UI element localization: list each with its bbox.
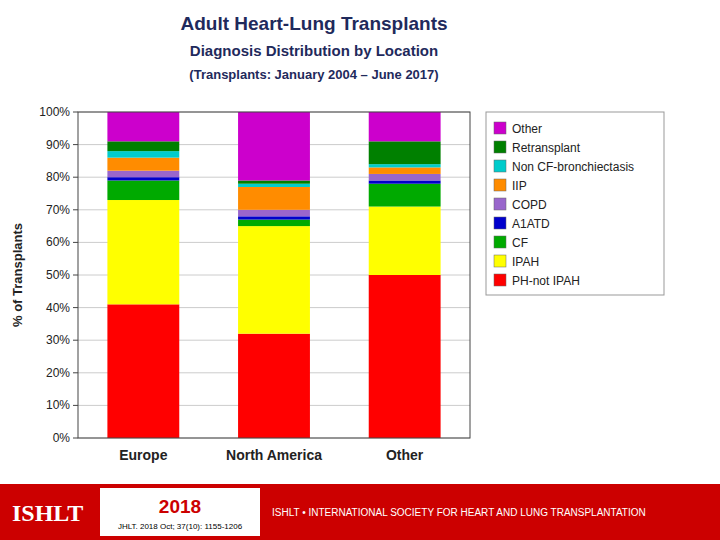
legend-label: PH-not IPAH bbox=[512, 274, 580, 288]
bar-segment bbox=[369, 167, 441, 174]
bar-segment bbox=[238, 210, 310, 217]
x-tick-label: North America bbox=[226, 447, 322, 463]
bar-segment bbox=[369, 207, 441, 275]
bar-segment bbox=[369, 180, 441, 183]
bar-segment bbox=[238, 187, 310, 210]
bar-segment bbox=[107, 171, 179, 178]
legend-frame bbox=[486, 112, 664, 295]
subtitle: (Transplants: January 2004 – June 2017) bbox=[189, 67, 438, 82]
y-tick bbox=[73, 340, 78, 341]
footer-band bbox=[0, 484, 720, 540]
bar-segment bbox=[107, 158, 179, 171]
legend-label: IIP bbox=[512, 179, 527, 193]
title: Adult Heart-Lung Transplants bbox=[180, 13, 447, 34]
bar-segment bbox=[369, 112, 441, 141]
annotation: ISHLT • INTERNATIONAL SOCIETY FOR HEART … bbox=[272, 507, 646, 518]
y-tick-label: 80% bbox=[46, 170, 70, 184]
bar-segment bbox=[369, 184, 441, 207]
legend-label: Retransplant bbox=[512, 141, 581, 155]
legend-label: Other bbox=[512, 122, 542, 136]
y-tick bbox=[73, 177, 78, 178]
bar-segment bbox=[238, 112, 310, 180]
bar-segment bbox=[107, 304, 179, 438]
legend-label: CF bbox=[512, 236, 528, 250]
y-tick-label: 0% bbox=[53, 431, 71, 445]
legend-swatch bbox=[494, 160, 506, 172]
bar-segment bbox=[107, 112, 179, 141]
y-tick-label: 20% bbox=[46, 366, 70, 380]
bar-segment bbox=[238, 334, 310, 438]
y-tick-label: 10% bbox=[46, 398, 70, 412]
footer: ISHLT 2018 JHLT. 2018 Oct; 37(10): 1155-12… bbox=[0, 484, 720, 540]
legend-swatch bbox=[494, 217, 506, 229]
legend-swatch bbox=[494, 198, 506, 210]
legend-swatch bbox=[494, 141, 506, 153]
annotation: JHLT. 2018 Oct; 37(10): 1155-1206 bbox=[118, 522, 243, 531]
bar-segment bbox=[107, 200, 179, 304]
y-tick bbox=[73, 438, 78, 439]
y-tick-label: 50% bbox=[46, 268, 70, 282]
legend-label: COPD bbox=[512, 198, 547, 212]
bars bbox=[107, 112, 440, 438]
y-tick-label: 40% bbox=[46, 301, 70, 315]
bar-segment bbox=[238, 220, 310, 227]
y-tick bbox=[73, 209, 78, 210]
bar-segment bbox=[107, 177, 179, 180]
footer-box bbox=[100, 488, 260, 536]
bar-segment bbox=[238, 226, 310, 334]
bar-segment bbox=[107, 151, 179, 158]
y-tick-label: 30% bbox=[46, 333, 70, 347]
bar-segment bbox=[238, 180, 310, 183]
y-tick-label: 70% bbox=[46, 203, 70, 217]
y-axis-label: % of Transplants bbox=[10, 223, 25, 327]
bar-segment bbox=[107, 141, 179, 151]
bar-segment bbox=[369, 275, 441, 438]
legend-label: IPAH bbox=[512, 255, 539, 269]
y-tick bbox=[73, 405, 78, 406]
y-tick bbox=[73, 275, 78, 276]
legend: Other Retransplant Non CF-bronchiectasis II… bbox=[486, 112, 664, 295]
x-tick-label: Europe bbox=[119, 447, 167, 463]
bar-segment bbox=[369, 164, 441, 167]
subtitle: Diagnosis Distribution by Location bbox=[190, 42, 438, 59]
legend-swatch bbox=[494, 122, 506, 134]
bar-segment bbox=[107, 180, 179, 200]
bar-segment bbox=[369, 174, 441, 181]
plot-frame bbox=[78, 112, 470, 438]
legend-swatch bbox=[494, 274, 506, 286]
y-tick bbox=[73, 144, 78, 145]
legend-label: A1ATD bbox=[512, 217, 550, 231]
y-tick bbox=[73, 112, 78, 113]
chart: Adult Heart-Lung Transplants Diagnosis Di… bbox=[0, 0, 720, 540]
y-tick bbox=[73, 242, 78, 243]
y-tick-label: 60% bbox=[46, 235, 70, 249]
legend-swatch bbox=[494, 255, 506, 267]
bar-segment bbox=[369, 141, 441, 164]
y-tick bbox=[73, 372, 78, 373]
bar-segment bbox=[238, 184, 310, 187]
y-tick-label: 90% bbox=[46, 138, 70, 152]
legend-swatch bbox=[494, 236, 506, 248]
annotation: 2018 bbox=[159, 496, 201, 517]
grid bbox=[78, 112, 470, 438]
x-tick-label: Other bbox=[386, 447, 424, 463]
y-tick-label: 100% bbox=[39, 105, 70, 119]
legend-label: Non CF-bronchiectasis bbox=[512, 160, 634, 174]
y-tick bbox=[73, 307, 78, 308]
bar-segment bbox=[238, 216, 310, 219]
annotation: ISHLT bbox=[12, 500, 83, 526]
legend-swatch bbox=[494, 179, 506, 191]
